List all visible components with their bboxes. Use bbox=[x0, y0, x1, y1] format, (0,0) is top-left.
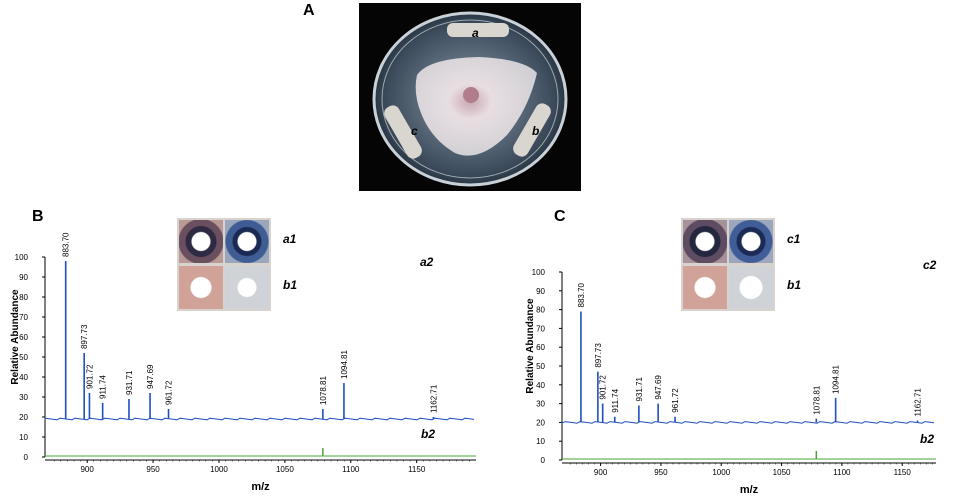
x-tick-label: 950 bbox=[146, 465, 160, 474]
peak-label: 897.73 bbox=[80, 324, 89, 349]
peak-label: 901.72 bbox=[599, 375, 608, 400]
x-tick-label: 1150 bbox=[408, 465, 426, 474]
x-tick-label: 1100 bbox=[342, 465, 360, 474]
upper-trace-baseline bbox=[561, 421, 935, 425]
y-tick-label: 20 bbox=[536, 418, 545, 427]
y-tick-label: 40 bbox=[19, 373, 28, 382]
trace-label-b2-right: b2 bbox=[920, 432, 935, 446]
y-tick-label: 90 bbox=[536, 287, 545, 296]
peak-label: 1094.81 bbox=[340, 350, 349, 379]
thumb-b1-control-right bbox=[683, 266, 727, 309]
peak-label: 947.69 bbox=[146, 364, 155, 389]
thumb-b1-sample-right bbox=[729, 266, 773, 309]
thumb-a1-control bbox=[179, 220, 223, 263]
peak-label: 911.74 bbox=[99, 375, 108, 399]
peak-label: 883.70 bbox=[577, 282, 586, 307]
peak-label: 1078.81 bbox=[319, 376, 328, 405]
peak-label: 931.71 bbox=[125, 370, 134, 395]
x-tick-label: 1050 bbox=[276, 465, 294, 474]
y-tick-label: 60 bbox=[536, 343, 545, 352]
petri-dish-photo: a b c bbox=[359, 3, 581, 191]
peak-label: 1162.71 bbox=[914, 388, 923, 417]
petri-label-c: c bbox=[411, 124, 418, 138]
peak-label: 1162.71 bbox=[429, 384, 438, 413]
peak-label: 911.74 bbox=[611, 388, 620, 412]
x-tick-label: 900 bbox=[594, 468, 608, 477]
panel-label-c: C bbox=[554, 208, 566, 225]
inset-label-a1: a1 bbox=[283, 232, 297, 246]
y-tick-label: 100 bbox=[15, 253, 29, 262]
y-tick-label: 70 bbox=[536, 324, 545, 333]
y-tick-label: 30 bbox=[19, 393, 28, 402]
inset-label-c1: c1 bbox=[787, 232, 801, 246]
right-inset-thumbnails bbox=[681, 218, 775, 311]
thumb-b1-sample bbox=[225, 266, 269, 309]
thumb-b1-control bbox=[179, 266, 223, 309]
y-tick-label: 0 bbox=[24, 453, 29, 462]
thumb-c1-sample bbox=[729, 220, 773, 263]
y-tick-label: 10 bbox=[19, 433, 28, 442]
panel-label-a: A bbox=[303, 2, 315, 19]
peak-label: 897.73 bbox=[594, 343, 603, 368]
peak-label: 883.70 bbox=[62, 232, 71, 257]
thumb-a1-sample bbox=[225, 220, 269, 263]
trace-label-b2-left: b2 bbox=[421, 427, 436, 441]
y-tick-label: 70 bbox=[19, 313, 28, 322]
peak-label: 931.71 bbox=[635, 376, 644, 401]
y-tick-label: 80 bbox=[536, 306, 545, 315]
inset-label-b1-left: b1 bbox=[283, 278, 298, 292]
y-axis-title: Relative Abundance bbox=[525, 298, 536, 394]
y-tick-label: 60 bbox=[19, 333, 28, 342]
x-tick-label: 1000 bbox=[712, 468, 730, 477]
x-tick-label: 900 bbox=[80, 465, 94, 474]
x-axis-title: m/z bbox=[740, 484, 759, 496]
y-axis-title: Relative Abundance bbox=[10, 289, 21, 385]
x-axis-title: m/z bbox=[251, 481, 270, 493]
thumb-c1-control bbox=[683, 220, 727, 263]
y-tick-label: 40 bbox=[536, 381, 545, 390]
petri-label-b: b bbox=[532, 124, 540, 138]
trace-label-a2: a2 bbox=[420, 255, 434, 269]
y-tick-label: 20 bbox=[19, 413, 28, 422]
petri-dish-drawing bbox=[372, 11, 568, 187]
y-tick-label: 90 bbox=[19, 273, 28, 282]
peak-label: 947.69 bbox=[654, 375, 663, 400]
upper-trace-baseline bbox=[44, 417, 475, 421]
trace-label-c2: c2 bbox=[923, 258, 937, 272]
petri-label-a: a bbox=[472, 26, 479, 40]
x-tick-label: 1000 bbox=[210, 465, 228, 474]
y-tick-label: 50 bbox=[19, 353, 28, 362]
y-tick-label: 50 bbox=[536, 362, 545, 371]
x-tick-label: 950 bbox=[654, 468, 668, 477]
x-tick-label: 1150 bbox=[894, 468, 912, 477]
x-tick-label: 1050 bbox=[773, 468, 791, 477]
peak-label: 1094.81 bbox=[832, 364, 841, 393]
peak-label: 961.72 bbox=[671, 388, 680, 413]
peak-label: 1078.81 bbox=[812, 385, 821, 414]
peak-label: 901.72 bbox=[85, 364, 94, 389]
x-tick-label: 1100 bbox=[833, 468, 851, 477]
panel-label-b: B bbox=[32, 208, 44, 225]
y-tick-label: 10 bbox=[536, 437, 545, 446]
y-tick-label: 80 bbox=[19, 293, 28, 302]
y-tick-label: 0 bbox=[541, 456, 546, 465]
peak-label: 961.72 bbox=[165, 380, 174, 405]
y-tick-label: 100 bbox=[532, 268, 546, 277]
left-inset-thumbnails bbox=[177, 218, 271, 311]
y-tick-label: 30 bbox=[536, 400, 545, 409]
inset-label-b1-right: b1 bbox=[787, 278, 802, 292]
